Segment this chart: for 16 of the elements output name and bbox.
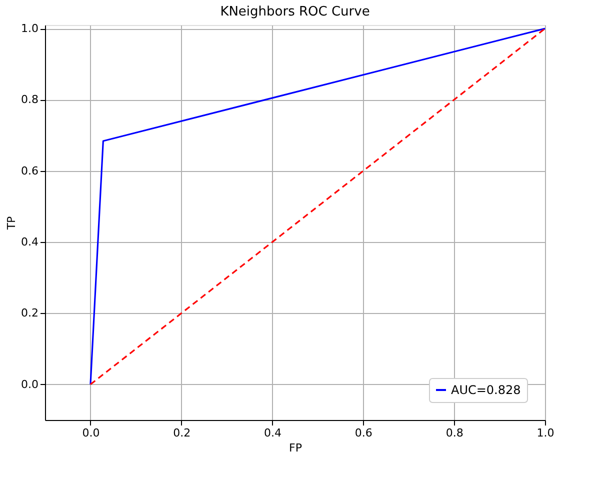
y-tick-label: 1.0 [21,22,38,36]
chart-title: KNeighbors ROC Curve [220,4,370,20]
y-tick-label: 0.0 [21,378,38,391]
y-tick-label: 0.2 [21,306,38,320]
x-tick-label: 0.6 [354,426,372,440]
x-tick-label: 0.2 [173,426,191,440]
x-tick-label: 0.4 [264,426,282,440]
x-tick-label: 0.8 [446,426,464,440]
y-tick-label: 0.8 [21,93,38,106]
x-axis-title: FP [289,442,302,454]
x-tick-label: 0.0 [82,426,100,440]
y-tick-label: 0.6 [21,164,38,178]
legend-label: AUC=0.828 [451,383,521,397]
x-tick-label: 1.0 [536,426,554,440]
y-tick-label: 0.4 [21,236,38,249]
y-axis-title: TP [5,216,18,231]
